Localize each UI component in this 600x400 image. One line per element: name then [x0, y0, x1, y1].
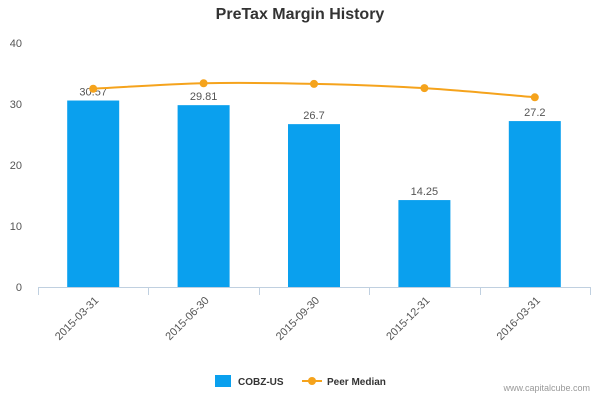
- bar-value-label: 14.25: [411, 186, 439, 198]
- bar: [67, 100, 120, 287]
- peer-median-point: [530, 93, 539, 102]
- x-tick-label: 2015-06-30: [163, 295, 211, 343]
- bar: [508, 121, 561, 287]
- legend-swatch-cobz: [215, 375, 231, 387]
- legend-label-cobz: COBZ-US: [238, 377, 284, 388]
- y-tick-label: 0: [16, 282, 22, 294]
- peer-median-point: [310, 79, 318, 88]
- chart-title: PreTax Margin History: [215, 6, 385, 23]
- y-tick-label: 40: [10, 38, 22, 50]
- x-tick-label: 2016-03-31: [495, 295, 543, 343]
- x-tick-label: 2015-03-31: [53, 295, 101, 343]
- y-tick-label: 20: [10, 160, 22, 172]
- y-tick-label: 10: [10, 221, 22, 233]
- y-tick-label: 30: [10, 99, 22, 111]
- watermark: www.capitalcube.com: [503, 383, 590, 393]
- x-tick-label: 2015-09-30: [274, 295, 322, 343]
- peer-median-point: [199, 79, 208, 88]
- bar: [177, 105, 230, 287]
- x-tick-label: 2015-12-31: [384, 295, 432, 343]
- bar: [398, 200, 451, 287]
- peer-median-point: [420, 84, 429, 93]
- bar-value-label: 27.2: [524, 107, 545, 119]
- bar: [288, 124, 340, 287]
- bar-value-label: 29.81: [190, 91, 218, 103]
- peer-median-point: [89, 84, 98, 93]
- bar-value-label: 26.7: [303, 110, 324, 122]
- legend-label-peer: Peer Median: [327, 377, 386, 388]
- legend-swatch-marker-peer: [308, 377, 316, 385]
